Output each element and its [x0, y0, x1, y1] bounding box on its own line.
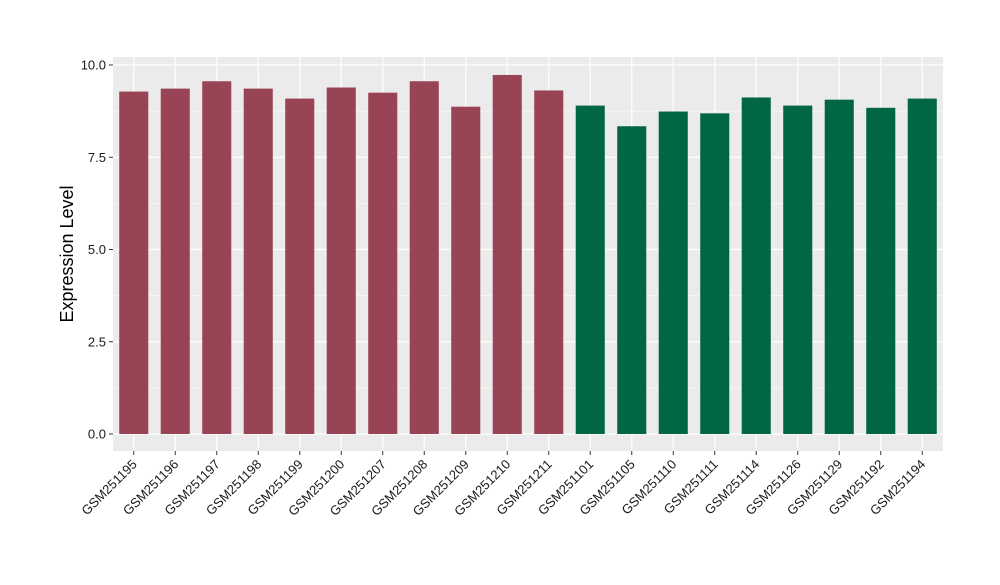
- y-tick-label: 10.0: [81, 58, 106, 73]
- bar-GSM251114: [741, 97, 771, 435]
- bar-GSM251195: [119, 91, 149, 435]
- bar-GSM251126: [783, 105, 813, 434]
- y-tick-label: 2.5: [88, 334, 106, 349]
- bar-GSM251197: [202, 81, 232, 435]
- y-axis-label: Expression Level: [57, 185, 77, 322]
- bar-GSM251194: [907, 98, 937, 434]
- bar-GSM251210: [492, 74, 522, 434]
- y-tick-label: 5.0: [88, 242, 106, 257]
- bar-GSM251101: [575, 105, 605, 434]
- x-axis: GSM251195GSM251196GSM251197GSM251198GSM2…: [78, 451, 928, 519]
- bar-GSM251211: [534, 90, 564, 434]
- plot-panel: [113, 57, 943, 451]
- y-tick-label: 0.0: [88, 427, 106, 442]
- bar-GSM251209: [451, 106, 481, 435]
- y-tick-label: 7.5: [88, 150, 106, 165]
- bar-GSM251192: [866, 107, 896, 434]
- y-axis: 0.0 2.5 5.0 7.5 10.0: [81, 58, 113, 442]
- bar-GSM251208: [409, 81, 439, 435]
- bar-GSM251200: [326, 87, 356, 434]
- bar-GSM251110: [658, 111, 688, 434]
- bar-GSM251129: [824, 99, 854, 434]
- bar-GSM251207: [368, 92, 398, 435]
- bar-GSM251196: [160, 88, 190, 434]
- bars: [119, 74, 937, 435]
- bar-GSM251199: [285, 98, 315, 434]
- bar-GSM251105: [617, 126, 647, 434]
- bar-GSM251198: [243, 88, 273, 434]
- bar-GSM251111: [700, 113, 730, 435]
